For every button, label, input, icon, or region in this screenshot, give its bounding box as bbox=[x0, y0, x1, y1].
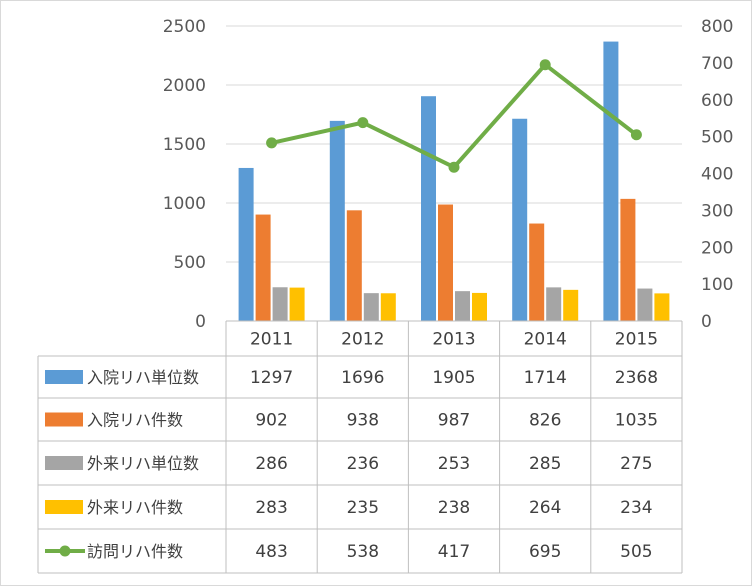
cell-s1-2015: 1035 bbox=[615, 411, 658, 431]
cell-s4-2015: 505 bbox=[620, 542, 652, 562]
left-axis-ticks: 0 500 1000 1500 2000 2500 bbox=[163, 17, 206, 332]
series-name-s1: 入院リハ件数 bbox=[87, 411, 183, 430]
category-label-2012: 2012 bbox=[341, 330, 384, 350]
bar-s1-2013 bbox=[438, 204, 453, 321]
point-s4-2012 bbox=[357, 117, 369, 129]
bar-s2-2012 bbox=[363, 293, 379, 321]
bar-s3-2012 bbox=[380, 293, 396, 321]
right-tick-label-8: 800 bbox=[701, 17, 733, 37]
cell-s1-2013: 987 bbox=[438, 411, 470, 431]
right-tick-label-7: 700 bbox=[701, 54, 733, 74]
bar-s3-2014 bbox=[563, 289, 579, 321]
series-name-s4: 訪問リハ件数 bbox=[87, 542, 183, 561]
left-tick-label-2: 1000 bbox=[163, 194, 206, 214]
point-s4-2014 bbox=[539, 59, 551, 71]
cell-s0-2015: 2368 bbox=[615, 368, 658, 388]
cell-s1-2014: 826 bbox=[529, 411, 561, 431]
bar-series bbox=[238, 41, 670, 322]
right-tick-label-5: 500 bbox=[701, 128, 733, 148]
cell-s3-2012: 235 bbox=[347, 498, 379, 518]
right-tick-label-0: 0 bbox=[701, 312, 712, 332]
cell-s3-2011: 283 bbox=[255, 498, 287, 518]
bar-s0-2015 bbox=[603, 41, 619, 322]
legend-key-s2 bbox=[45, 456, 83, 470]
right-tick-label-3: 300 bbox=[701, 201, 733, 221]
right-tick-label-2: 200 bbox=[701, 238, 733, 258]
cell-s4-2012: 538 bbox=[347, 542, 379, 562]
bar-s2-2015 bbox=[637, 288, 653, 321]
left-tick-label-4: 2000 bbox=[163, 76, 206, 96]
cell-s2-2012: 236 bbox=[347, 454, 379, 474]
bar-s1-2014 bbox=[529, 223, 545, 321]
category-label-2011: 2011 bbox=[250, 330, 293, 350]
bar-s2-2011 bbox=[272, 287, 288, 321]
cell-s4-2011: 483 bbox=[255, 542, 287, 562]
legend-key-s3 bbox=[45, 500, 83, 514]
data-table: 2011 2012 2013 2014 2015 入院リハ単位数 1297 1696 1905 1… bbox=[37, 320, 683, 574]
left-tick-label-1: 500 bbox=[174, 253, 206, 273]
right-tick-label-1: 100 bbox=[701, 275, 733, 295]
left-tick-label-5: 2500 bbox=[163, 17, 206, 37]
cell-s0-2014: 1714 bbox=[524, 368, 567, 388]
category-label-2013: 2013 bbox=[432, 330, 475, 350]
cell-s2-2014: 285 bbox=[529, 454, 561, 474]
point-s4-2011 bbox=[266, 137, 278, 149]
cell-s3-2013: 238 bbox=[438, 498, 470, 518]
bar-s3-2013 bbox=[472, 292, 487, 321]
cell-s0-2012: 1696 bbox=[341, 368, 384, 388]
line-s4 bbox=[271, 62, 638, 170]
bar-s3-2011 bbox=[289, 287, 305, 321]
line-series bbox=[266, 59, 642, 173]
cell-s0-2013: 1905 bbox=[432, 368, 475, 388]
legend-key-marker-s4 bbox=[59, 545, 71, 557]
bar-s1-2011 bbox=[255, 214, 271, 321]
cell-s1-2012: 938 bbox=[347, 411, 379, 431]
cell-s0-2011: 1297 bbox=[250, 368, 293, 388]
cell-s4-2013: 417 bbox=[438, 542, 470, 562]
legend-key-s0 bbox=[45, 370, 83, 384]
cell-s3-2015: 234 bbox=[620, 498, 652, 518]
bar-s1-2012 bbox=[346, 210, 362, 321]
cell-s3-2014: 264 bbox=[529, 498, 561, 518]
cell-s4-2014: 695 bbox=[529, 542, 561, 562]
series-name-s3: 外来リハ件数 bbox=[87, 498, 183, 517]
left-tick-label-3: 1500 bbox=[163, 135, 206, 155]
cell-s2-2011: 286 bbox=[255, 454, 287, 474]
cell-s2-2015: 275 bbox=[620, 454, 652, 474]
category-label-2015: 2015 bbox=[615, 330, 658, 350]
category-label-2014: 2014 bbox=[524, 330, 567, 350]
point-s4-2015 bbox=[630, 129, 642, 141]
bar-s0-2011 bbox=[238, 167, 254, 321]
bar-s0-2014 bbox=[512, 118, 528, 321]
right-tick-label-4: 400 bbox=[701, 165, 733, 185]
point-s4-2013 bbox=[448, 161, 460, 173]
bar-s0-2012 bbox=[329, 120, 345, 321]
cell-s2-2013: 253 bbox=[438, 454, 470, 474]
legend-key-s1 bbox=[45, 412, 83, 427]
bar-s2-2013 bbox=[455, 291, 470, 321]
bar-s1-2015 bbox=[620, 198, 636, 321]
bar-s2-2014 bbox=[546, 287, 562, 321]
cell-s1-2011: 902 bbox=[255, 411, 287, 431]
series-name-s2: 外来リハ単位数 bbox=[87, 454, 199, 473]
bar-s0-2013 bbox=[421, 96, 436, 322]
right-tick-label-6: 600 bbox=[701, 91, 733, 111]
series-name-s0: 入院リハ単位数 bbox=[87, 368, 199, 387]
left-tick-label-0: 0 bbox=[195, 312, 206, 332]
right-axis-ticks: 0 100 200 300 400 500 600 700 800 bbox=[701, 17, 733, 332]
bar-s3-2015 bbox=[654, 293, 670, 321]
